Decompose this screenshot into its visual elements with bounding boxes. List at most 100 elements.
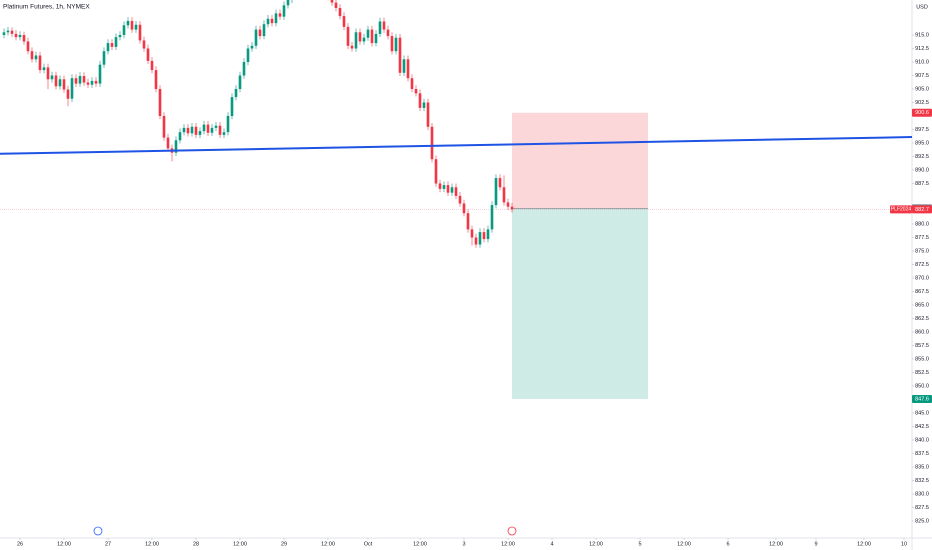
x-tick-label: 12:00 [233, 541, 247, 547]
candle-body [498, 178, 502, 188]
candle-body [354, 32, 358, 49]
y-tick-label: 875.0 [915, 248, 929, 254]
candle-body [186, 127, 190, 134]
y-tick-label: 840.0 [915, 437, 929, 443]
candle-body [182, 127, 186, 133]
y-tick-label: 890.0 [915, 167, 929, 173]
event-marker[interactable] [93, 526, 103, 536]
candle-body [110, 43, 114, 47]
y-tick-label: 912.5 [915, 46, 929, 52]
y-tick-label: 877.5 [915, 235, 929, 241]
candle-body [174, 140, 178, 153]
x-tick-label: 12:00 [501, 541, 515, 547]
y-tick-label: 895.0 [915, 140, 929, 146]
current-price-label: 882.7 [915, 207, 929, 213]
candle-body [510, 206, 514, 210]
candle-body [106, 43, 110, 52]
candle-body [378, 21, 382, 34]
candle-body [138, 24, 142, 41]
chart-title: Platinum Futures, 1h, NYMEX [3, 4, 90, 11]
y-tick-label: 872.5 [915, 262, 929, 268]
candle-body [190, 126, 194, 134]
candle-body [446, 185, 450, 193]
candle-body [202, 124, 206, 132]
stop-price-label-bg [912, 108, 932, 117]
candle-body [282, 5, 286, 17]
candle-body [494, 178, 498, 206]
currency-label: USD [916, 4, 928, 10]
y-tick-label: 827.5 [915, 505, 929, 511]
x-tick-label: 3 [462, 541, 465, 547]
symbol-label: PLF2024 [891, 207, 912, 213]
candle-body [198, 131, 202, 135]
candle-body [86, 82, 90, 85]
candle-body [218, 125, 222, 135]
x-tick-label: 12:00 [857, 541, 871, 547]
candle-body [154, 70, 158, 89]
candle-body [74, 78, 78, 84]
candle-body [482, 232, 486, 240]
y-tick-label: 825.0 [915, 518, 929, 524]
x-tick-label: 5 [638, 541, 641, 547]
candle-body [342, 16, 346, 27]
candle-body [486, 229, 490, 240]
candle-body [230, 97, 234, 116]
candle-body [234, 88, 238, 98]
y-tick-label: 832.5 [915, 478, 929, 484]
y-tick-label: 837.5 [915, 451, 929, 457]
candle-body [90, 80, 94, 85]
candle-body [58, 79, 62, 87]
candle-body [490, 205, 494, 230]
candle-body [466, 213, 470, 230]
x-tick-label: 4 [550, 541, 553, 547]
candle-body [34, 55, 38, 60]
candle-body [382, 21, 386, 30]
x-tick-label: 28 [193, 541, 199, 547]
candle-body [330, 0, 334, 3]
candle-body [426, 102, 430, 127]
y-tick-label: 852.5 [915, 370, 929, 376]
candle-body [262, 24, 266, 37]
trendline [0, 136, 912, 155]
candle-body [206, 124, 210, 133]
candle-body [226, 115, 230, 133]
candle-body [478, 232, 482, 245]
candle-body [366, 29, 370, 38]
stop-zone [512, 112, 648, 209]
candle-body [346, 26, 350, 46]
candle-body [270, 18, 274, 24]
candle-body [422, 102, 426, 108]
x-tick-label: 10 [901, 541, 907, 547]
candle-body [470, 229, 474, 238]
y-tick-label: 907.5 [915, 73, 929, 79]
candle-body [26, 41, 30, 52]
y-tick-label: 880.0 [915, 221, 929, 227]
candle-body [150, 60, 154, 71]
candle-body [406, 59, 410, 79]
candle-body [2, 32, 6, 35]
x-tick-label: 27 [105, 541, 111, 547]
candle-body [338, 7, 342, 17]
candle-body [46, 67, 50, 80]
symbol-label-bg [890, 205, 912, 214]
candle-body [462, 203, 466, 214]
y-tick-label: 915.0 [915, 32, 929, 38]
candle-body [402, 59, 406, 73]
x-tick-label: Oct [364, 541, 373, 547]
x-tick-label: 9 [814, 541, 817, 547]
candle-body [210, 127, 214, 133]
candle-body [22, 34, 26, 42]
earnings-marker[interactable] [507, 526, 517, 536]
stop-price-label: 900.6 [915, 110, 929, 116]
y-tick-label: 842.5 [915, 424, 929, 430]
candle-body [286, 0, 290, 6]
target-price-label: 847.6 [915, 396, 929, 402]
candle-body [10, 30, 14, 34]
x-tick-label: 12:00 [321, 541, 335, 547]
candle-body [146, 48, 150, 61]
y-tick-label: 867.5 [915, 289, 929, 295]
candle-body [118, 34, 122, 38]
candle-body [374, 33, 378, 44]
candle-body [142, 40, 146, 49]
candle-body [390, 36, 394, 52]
